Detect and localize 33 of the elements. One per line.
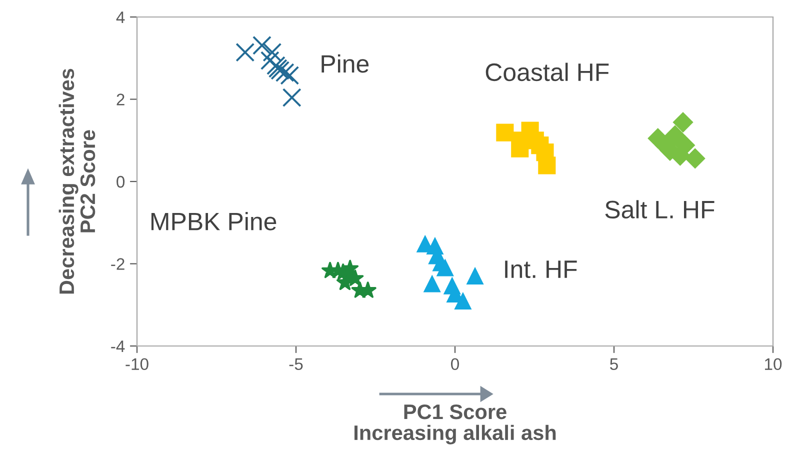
text: MPBK Pine (151, 212, 276, 230)
point (466, 266, 484, 284)
x-tick-label: 5 (610, 358, 618, 370)
x-tick-label: -10 (126, 358, 148, 370)
point (496, 124, 514, 142)
y-tick-label: 0 (116, 176, 125, 188)
point (672, 112, 694, 133)
point (664, 125, 686, 146)
y-axis-title: Decreasing extractives PC2 Score (58, 68, 96, 294)
y-tick-label: -4 (111, 340, 125, 352)
point (282, 88, 302, 108)
point (236, 42, 255, 62)
point (538, 156, 556, 174)
x-axis-title: PC1 Score Increasing alkali ash (354, 404, 556, 444)
point (280, 66, 300, 85)
series-label: Coastal HF (486, 62, 609, 82)
point (423, 274, 441, 292)
series-label: Salt L. HF (605, 200, 714, 218)
series-label: Int. HF (505, 260, 577, 278)
x-tick-label: -5 (289, 358, 303, 370)
point (684, 148, 706, 169)
y-tick-label: 4 (116, 12, 125, 24)
point (512, 132, 531, 150)
series-label: Pine (322, 54, 369, 73)
point (260, 51, 280, 70)
y-tick-label: 2 (116, 94, 124, 106)
x-tick-label: 0 (451, 358, 459, 370)
point (262, 42, 282, 62)
x-tick-label: 10 (765, 358, 782, 370)
point (275, 63, 294, 82)
point (454, 292, 472, 310)
y-tick-label: -2 (111, 258, 124, 270)
point (252, 36, 272, 55)
